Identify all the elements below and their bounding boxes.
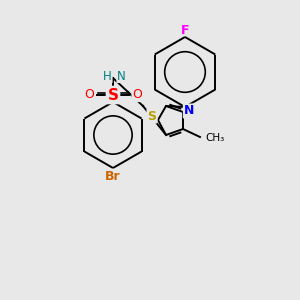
Text: H: H <box>103 70 112 83</box>
Text: S: S <box>107 88 118 103</box>
Text: S: S <box>148 110 157 122</box>
Text: N: N <box>117 70 126 83</box>
Text: O: O <box>84 88 94 101</box>
Text: CH₃: CH₃ <box>205 133 224 143</box>
Text: Br: Br <box>105 169 121 182</box>
Text: F: F <box>181 23 189 37</box>
Text: N: N <box>184 104 194 118</box>
Text: O: O <box>132 88 142 101</box>
